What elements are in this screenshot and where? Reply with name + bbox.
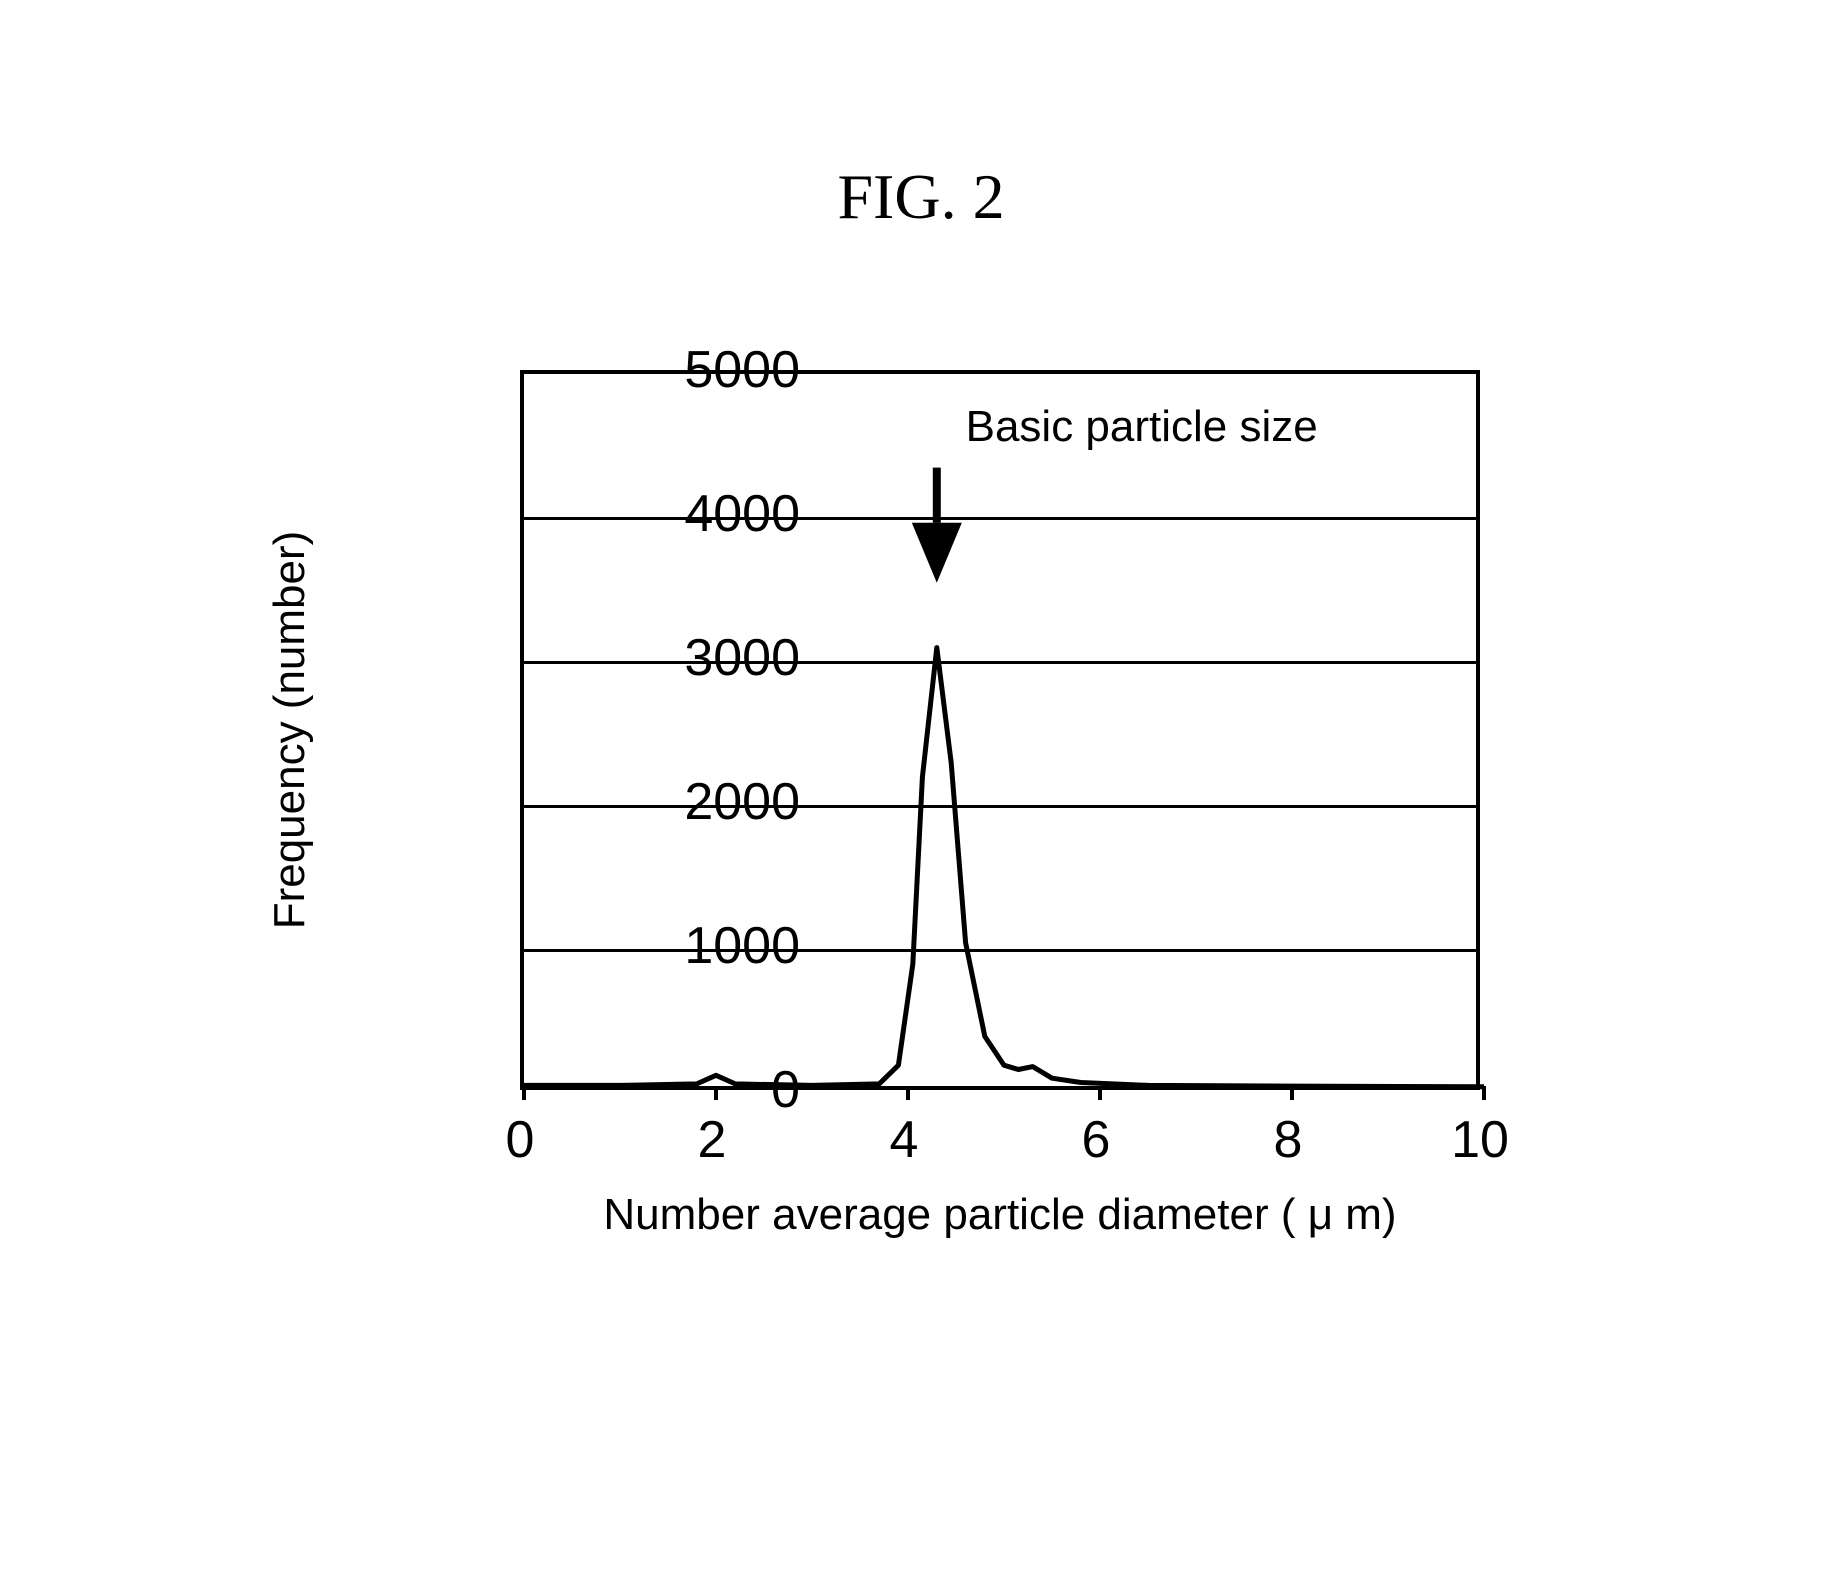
plot-area: Basic particle size [520, 370, 1480, 1090]
y-tick-label: 3000 [620, 628, 800, 688]
x-axis-label: Number average particle diameter ( μ m) [520, 1190, 1480, 1240]
chart-container: Frequency (number) Basic particle size 0… [330, 330, 1590, 1430]
x-tick-label: 2 [672, 1110, 752, 1170]
x-tick-label: 0 [480, 1110, 560, 1170]
y-tick-label: 5000 [620, 340, 800, 400]
x-tick-label: 6 [1056, 1110, 1136, 1170]
annotation-arrow-icon [524, 374, 1484, 1094]
y-axis-label: Frequency (number) [265, 531, 315, 930]
y-tick-label: 1000 [620, 916, 800, 976]
x-tick-label: 4 [864, 1110, 944, 1170]
x-tick-label: 10 [1440, 1110, 1520, 1170]
y-tick-label: 4000 [620, 484, 800, 544]
x-tick-label: 8 [1248, 1110, 1328, 1170]
figure-title: FIG. 2 [0, 160, 1842, 234]
annotation-label: Basic particle size [966, 402, 1318, 452]
y-tick-label: 2000 [620, 772, 800, 832]
